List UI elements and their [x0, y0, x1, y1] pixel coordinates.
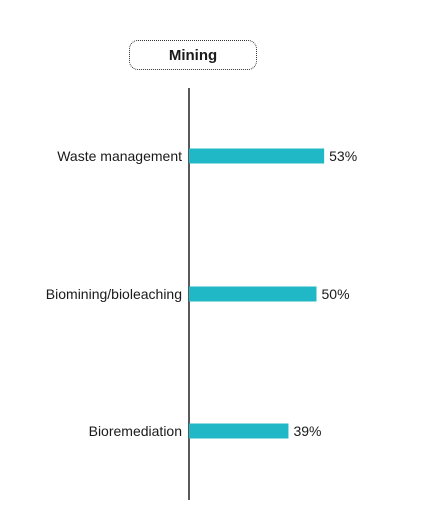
chart-title-box: Mining — [129, 40, 257, 70]
bar — [189, 423, 289, 439]
value-label: 53% — [329, 148, 357, 164]
bar — [189, 148, 325, 164]
category-label: Biomining/bioleaching — [46, 286, 182, 302]
bars-group: Waste management 53% Biomining/bioleaching… — [46, 148, 357, 439]
value-label: 39% — [293, 423, 321, 439]
value-label: 50% — [322, 286, 350, 302]
category-label: Waste management — [57, 148, 182, 164]
bar — [189, 286, 317, 302]
category-label: Bioremediation — [89, 423, 182, 439]
chart-title: Mining — [168, 46, 218, 64]
